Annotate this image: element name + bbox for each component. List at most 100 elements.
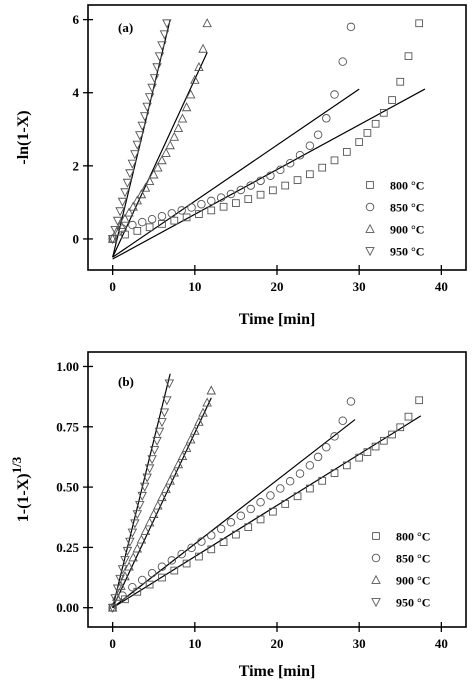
x-tick-label: 30 [353,636,366,651]
y-axis-title: 1-(1-X)1/3 [9,456,32,522]
data-point [232,530,240,539]
series-circle [108,22,356,244]
data-point [153,500,163,510]
data-point [148,169,159,179]
series-square [108,396,424,612]
data-point [177,206,186,215]
data-point [207,545,216,554]
data-point [305,141,315,150]
y-tick-label: 0.75 [56,419,79,434]
data-point [207,531,216,540]
data-point [157,41,167,51]
panel-label: (a) [118,20,133,35]
data-point [125,169,135,179]
data-point [198,43,208,53]
y-axis-title: -ln(1-X) [15,110,32,164]
data-point [232,199,240,207]
data-point [197,199,206,209]
data-point [137,491,147,501]
data-point [161,483,171,493]
fit-line [112,52,208,258]
data-point [256,498,265,507]
y-tick-label: 2 [73,158,80,173]
data-point [198,407,208,417]
data-point [158,220,166,228]
data-point [415,396,424,405]
data-point [194,416,204,426]
data-point [295,150,305,160]
legend-label: 800 °C [396,530,430,544]
series-triangle-up [107,385,217,612]
data-point [404,52,413,61]
legend-marker [366,181,374,189]
data-point [128,220,137,230]
y-tick-label: 6 [73,12,80,27]
data-point [120,571,130,581]
data-point [236,185,246,195]
data-point [165,475,175,485]
data-point [338,416,347,426]
data-point [132,195,143,205]
data-point [202,397,212,407]
y-tick-label: 0.50 [56,480,79,495]
data-point [256,176,265,186]
data-point [121,230,129,239]
data-point [112,226,122,236]
data-point [190,74,200,84]
data-point [313,452,323,462]
data-point [140,525,151,535]
data-point [216,524,226,534]
data-point [159,30,170,40]
data-point [415,19,424,28]
data-point [219,538,228,546]
data-point [137,121,147,131]
data-point [404,412,413,421]
data-point [167,209,177,218]
y-tick-label: 4 [73,85,80,100]
data-point [139,112,150,122]
y-tick-label: 1.00 [56,359,79,374]
data-point [170,566,179,575]
data-point [128,582,137,592]
data-point [346,22,356,32]
data-point [276,484,285,493]
data-point [202,18,212,28]
data-point [127,159,138,169]
panel-label: (b) [118,374,134,389]
x-tick-label: 0 [109,636,116,651]
data-point [133,227,142,235]
data-point [169,131,180,141]
data-point [256,515,265,524]
data-point [117,565,128,575]
data-point [135,501,145,511]
data-point [144,517,155,527]
data-point [330,156,339,165]
data-point [133,587,142,596]
data-point [120,188,130,198]
data-point [115,207,125,217]
data-point [207,196,216,206]
data-point [285,477,295,486]
data-point [363,448,372,456]
data-point [355,138,364,146]
data-point [342,148,351,156]
data-point [388,430,396,439]
data-point [305,461,315,470]
data-point [115,574,125,584]
data-point [157,155,167,165]
data-point [371,119,380,128]
data-point [112,216,123,226]
data-point [116,580,126,590]
data-point [177,451,188,461]
data-point [266,171,275,180]
data-point [206,385,217,395]
data-point [173,459,184,469]
x-tick-label: 20 [271,636,284,651]
data-point [256,190,265,199]
legend-label: 800 °C [390,179,424,193]
data-point [107,235,118,245]
legend-label: 950 °C [390,245,424,259]
data-point [124,561,134,571]
data-point [147,568,157,578]
x-axis-title: Time [min] [239,311,316,328]
